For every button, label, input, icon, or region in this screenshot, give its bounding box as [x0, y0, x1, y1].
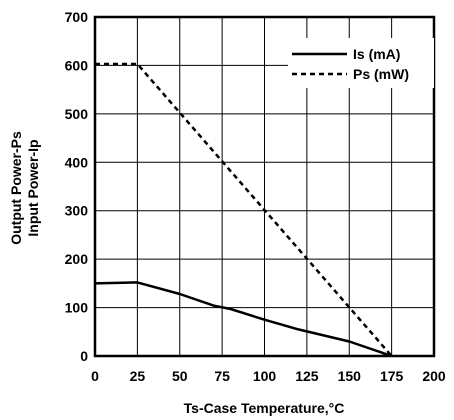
- plot-frame: [93, 15, 436, 358]
- x-tick-label: 25: [130, 368, 146, 384]
- series-line-1: [95, 62, 393, 357]
- y-tick-label: 400: [65, 154, 89, 170]
- x-tick-label: 125: [295, 368, 319, 384]
- y-tick-label: 500: [65, 106, 89, 122]
- series-line-0: [94, 281, 393, 358]
- y-tick-label: 100: [65, 300, 89, 316]
- x-tick-label: 50: [172, 368, 188, 384]
- y-tick-label: 300: [65, 203, 89, 219]
- x-tick-label: 175: [380, 368, 404, 384]
- y-tick-label: 600: [65, 57, 89, 73]
- legend-background: [288, 38, 434, 88]
- x-tick-label: 75: [214, 368, 230, 384]
- x-tick-labels: 0 25 50 75 100 125 150 175 200: [91, 368, 446, 384]
- series-layer: [94, 62, 393, 358]
- y-axis-title-line-1: Output Power-Ps: [8, 131, 24, 245]
- legend-label-ps: Ps (mW): [353, 66, 409, 82]
- x-tick-label: 0: [91, 368, 99, 384]
- y-tick-labels: 0 100 200 300 400 500 600 700: [65, 9, 89, 364]
- y-axis-title-line-2: Input Power-Ip: [25, 139, 41, 236]
- x-axis-title: Ts-Case Temperature,°C: [184, 400, 345, 416]
- y-tick-label: 0: [80, 348, 88, 364]
- x-tick-label: 100: [253, 368, 277, 384]
- legend: Is (mA) Ps (mW): [288, 38, 434, 88]
- legend-label-is: Is (mA): [353, 46, 400, 62]
- y-tick-label: 700: [65, 9, 89, 25]
- y-tick-label: 200: [65, 251, 89, 267]
- x-tick-label: 150: [338, 368, 362, 384]
- x-tick-label: 200: [422, 368, 446, 384]
